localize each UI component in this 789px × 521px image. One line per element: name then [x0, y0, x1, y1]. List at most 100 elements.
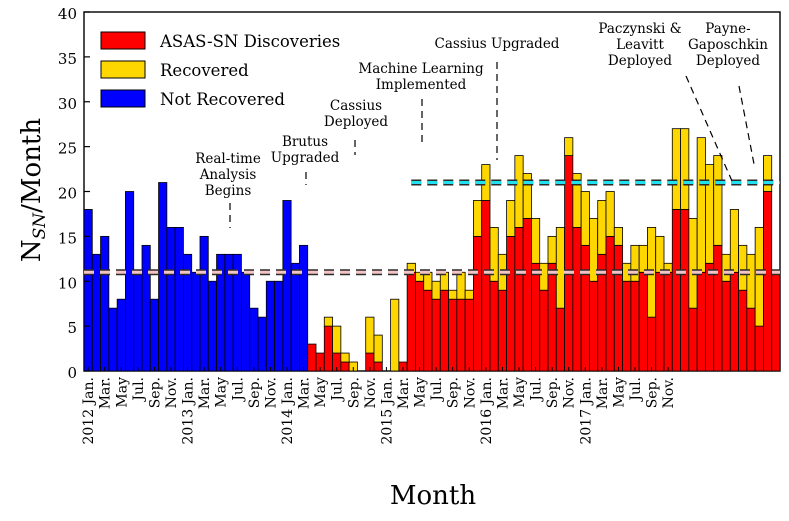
bar-discoveries	[705, 262, 715, 372]
x-tick-label: May	[413, 377, 429, 408]
bar-discoveries	[713, 244, 723, 372]
bars	[83, 128, 781, 372]
bar-discoveries	[663, 271, 673, 372]
bar-recovered	[630, 244, 640, 282]
annotation-text: Brutus Upgraded	[271, 134, 340, 166]
x-tick-label: Nov.	[363, 377, 379, 408]
bar-discoveries	[481, 200, 491, 372]
bar-recovered	[555, 226, 565, 309]
x-tick-label: Sep.	[446, 377, 462, 408]
y-tick-label: 20	[58, 185, 77, 203]
bar-discoveries	[547, 262, 557, 372]
x-tick-label: Mar.	[197, 377, 213, 409]
x-tick-label: Mar.	[297, 377, 313, 409]
bar-discoveries	[340, 361, 350, 372]
annotation: Brutus Upgraded	[271, 134, 340, 185]
bar-recovered	[539, 262, 549, 291]
y-axis-title: NSN/Month	[17, 118, 50, 263]
y-tick-label: 35	[58, 50, 77, 68]
x-tick-label: May	[611, 377, 627, 408]
bar-discoveries	[613, 244, 623, 372]
bar-not-recovered	[108, 307, 118, 372]
bar-not-recovered	[299, 244, 309, 372]
x-tick-label: Jul.	[529, 377, 545, 403]
x-tick-label: 2016 Jan.	[479, 377, 495, 445]
bar-recovered	[522, 173, 532, 219]
bar-not-recovered	[100, 235, 110, 372]
x-tick-label: Sep.	[346, 377, 362, 408]
x-tick-label: May	[512, 377, 528, 408]
bar-recovered	[680, 128, 690, 210]
x-tick-label: 2017 Jan.	[578, 377, 594, 445]
bar-recovered	[713, 155, 723, 246]
x-tick-label: Jul.	[628, 377, 644, 403]
legend-swatch	[100, 60, 146, 79]
bar-recovered	[613, 226, 623, 246]
annotation-text: Cassius Upgraded	[435, 36, 560, 52]
bar-discoveries	[473, 235, 483, 372]
bar-not-recovered	[116, 298, 126, 372]
x-tick-label: 2012 Jan.	[81, 377, 97, 445]
annotation-lines: Real-time Analysis Begins Brutus Upgraded Cas…	[195, 21, 768, 228]
y-tick-label: 10	[58, 274, 77, 292]
x-tick-label: Mar.	[98, 377, 114, 409]
bar-not-recovered	[83, 209, 93, 372]
annotation-pointer	[738, 85, 755, 165]
bar-discoveries	[754, 325, 764, 372]
bar-recovered	[729, 209, 739, 273]
x-tick-label: Jul.	[230, 377, 246, 403]
bar-discoveries	[423, 289, 433, 372]
annotation-line-text: Real-time	[195, 151, 261, 167]
x-tick-label: Nov.	[263, 377, 279, 408]
annotation: Payne-Gaposchkin Deployed	[688, 21, 768, 165]
bar-discoveries	[373, 361, 383, 372]
x-tick-label: Jul.	[330, 377, 346, 403]
x-tick-label: Sep.	[545, 377, 561, 408]
legend: ASAS-SN Discoveries Recovered Not Recovere…	[100, 31, 340, 109]
bar-discoveries	[746, 307, 756, 372]
annotation-line-text: Deployed	[324, 114, 389, 130]
reference-lines	[84, 179, 780, 276]
bar-not-recovered	[241, 271, 251, 372]
x-tick-label: Nov.	[462, 377, 478, 408]
y-tick-label: 0	[67, 364, 77, 382]
bar-discoveries	[605, 235, 615, 372]
legend-swatch	[100, 89, 146, 108]
y-tick-label: 25	[58, 140, 77, 158]
annotation-line-text: Cassius Upgraded	[435, 36, 560, 52]
annotation-line-text: Brutus	[282, 134, 328, 150]
annotation-line-text: Paczynski &	[598, 21, 681, 37]
annotation-text: Paczynski & Leavitt Deployed	[598, 21, 681, 69]
bar-not-recovered	[133, 271, 143, 372]
y-axis-title-sub: SN	[30, 212, 50, 240]
bar-discoveries	[647, 316, 657, 372]
x-tick-label: May	[114, 377, 130, 408]
annotation-line-text: Cassius	[330, 98, 382, 114]
bar-discoveries	[688, 307, 698, 372]
x-axis-title: Month	[390, 481, 476, 511]
x-tick-label: Nov.	[164, 377, 180, 408]
legend-label: ASAS-SN Discoveries	[159, 32, 340, 51]
annotation-line-text: Implemented	[376, 77, 467, 93]
bar-not-recovered	[274, 280, 284, 372]
annotation: Cassius Upgraded	[435, 36, 560, 160]
bar-discoveries	[763, 191, 773, 372]
bar-not-recovered	[265, 280, 275, 372]
bar-recovered	[746, 253, 756, 309]
bar-discoveries	[448, 298, 458, 372]
bar-recovered	[431, 280, 441, 300]
annotation: Machine Learning Implemented	[358, 61, 484, 142]
bar-recovered	[514, 155, 524, 228]
annotation-line-text: Deployed	[696, 53, 761, 69]
annotation-line-text: Payne-	[705, 21, 750, 37]
x-tick-label: Sep.	[147, 377, 163, 408]
bar-recovered	[696, 137, 706, 273]
annotation-text: Payne-Gaposchkin Deployed	[688, 21, 768, 69]
bar-recovered	[655, 235, 665, 273]
annotation-text: Real-time Analysis Begins	[195, 151, 261, 199]
x-tick-label: May	[313, 377, 329, 408]
annotation-line-text: Gaposchkin	[688, 37, 768, 53]
bar-recovered	[721, 253, 731, 282]
bar-recovered	[323, 316, 333, 327]
bar-recovered	[531, 218, 541, 264]
